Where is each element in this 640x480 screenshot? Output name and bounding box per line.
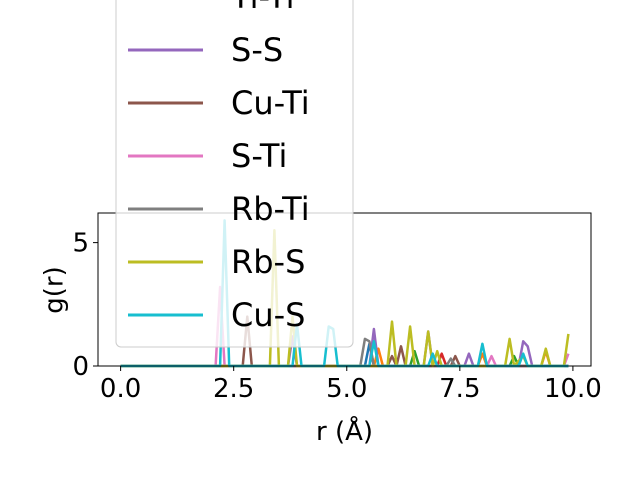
legend-label: Rb-Ti [231,190,310,228]
x-tick-label: 7.5 [439,374,480,404]
y-tick-label: 0 [72,352,89,382]
x-axis-label: r (Å) [316,415,373,447]
legend-label: Ti-Ti [230,0,295,16]
x-tick-label: 2.5 [213,374,254,404]
x-ticks: 0.0 2.5 5.0 7.5 10.0 [100,366,602,404]
x-tick-label: 10.0 [544,374,602,404]
y-ticks: 05 [72,229,98,382]
legend-label: S-S [231,31,283,69]
x-tick-label: 0.0 [100,374,141,404]
x-tick-label: 5.0 [326,374,367,404]
legend: Ti-Ti S-S Cu-Ti S-Ti Rb-Ti Rb-S Cu-S [115,0,354,348]
y-tick-label: 5 [72,229,89,259]
legend-label: Cu-Ti [231,84,310,122]
legend-label: Cu-S [231,296,305,334]
legend-box [115,0,354,348]
legend-label: S-Ti [231,137,287,175]
y-axis-label: g(r) [40,266,70,313]
legend-label: Rb-S [231,243,305,281]
